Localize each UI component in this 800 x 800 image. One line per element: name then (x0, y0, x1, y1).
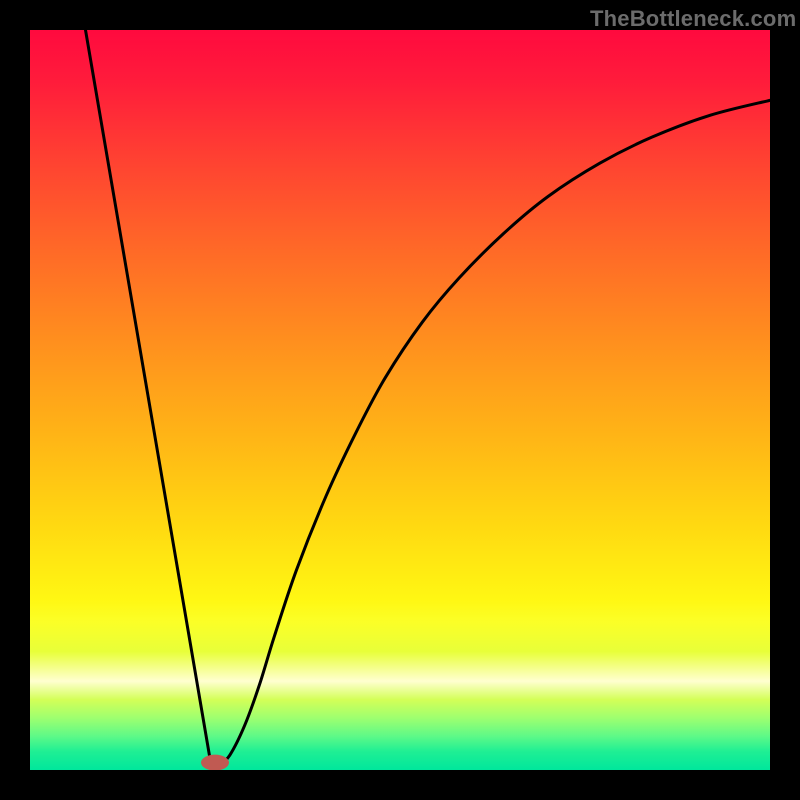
watermark-text: TheBottleneck.com (590, 6, 796, 32)
gradient-rect (30, 30, 770, 770)
min-marker (201, 755, 229, 770)
plot-area (30, 30, 770, 770)
plot-svg (30, 30, 770, 770)
